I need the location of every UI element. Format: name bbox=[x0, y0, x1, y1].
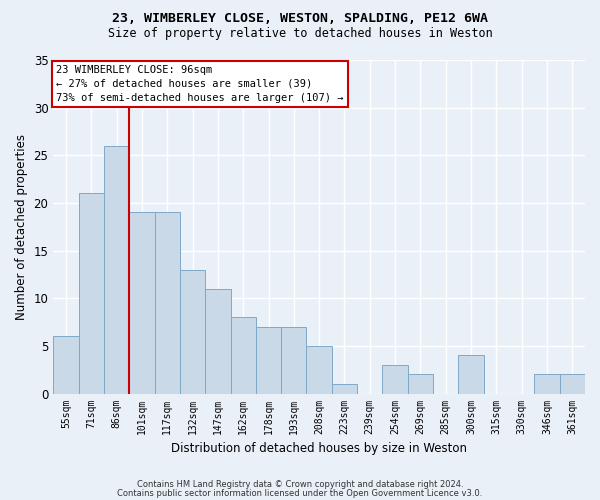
Bar bbox=[53, 336, 79, 394]
Bar bbox=[205, 288, 230, 394]
Bar bbox=[256, 327, 281, 394]
Bar bbox=[79, 194, 104, 394]
Bar bbox=[281, 327, 307, 394]
Bar bbox=[307, 346, 332, 394]
Text: Size of property relative to detached houses in Weston: Size of property relative to detached ho… bbox=[107, 28, 493, 40]
Bar bbox=[230, 318, 256, 394]
X-axis label: Distribution of detached houses by size in Weston: Distribution of detached houses by size … bbox=[171, 442, 467, 455]
Bar bbox=[382, 365, 408, 394]
Text: Contains HM Land Registry data © Crown copyright and database right 2024.: Contains HM Land Registry data © Crown c… bbox=[137, 480, 463, 489]
Bar bbox=[535, 374, 560, 394]
Bar bbox=[129, 212, 155, 394]
Bar bbox=[560, 374, 585, 394]
Bar bbox=[155, 212, 180, 394]
Bar bbox=[180, 270, 205, 394]
Bar bbox=[104, 146, 129, 394]
Bar bbox=[408, 374, 433, 394]
Bar bbox=[332, 384, 357, 394]
Bar bbox=[458, 356, 484, 394]
Text: Contains public sector information licensed under the Open Government Licence v3: Contains public sector information licen… bbox=[118, 488, 482, 498]
Text: 23 WIMBERLEY CLOSE: 96sqm
← 27% of detached houses are smaller (39)
73% of semi-: 23 WIMBERLEY CLOSE: 96sqm ← 27% of detac… bbox=[56, 65, 344, 103]
Y-axis label: Number of detached properties: Number of detached properties bbox=[15, 134, 28, 320]
Text: 23, WIMBERLEY CLOSE, WESTON, SPALDING, PE12 6WA: 23, WIMBERLEY CLOSE, WESTON, SPALDING, P… bbox=[112, 12, 488, 26]
